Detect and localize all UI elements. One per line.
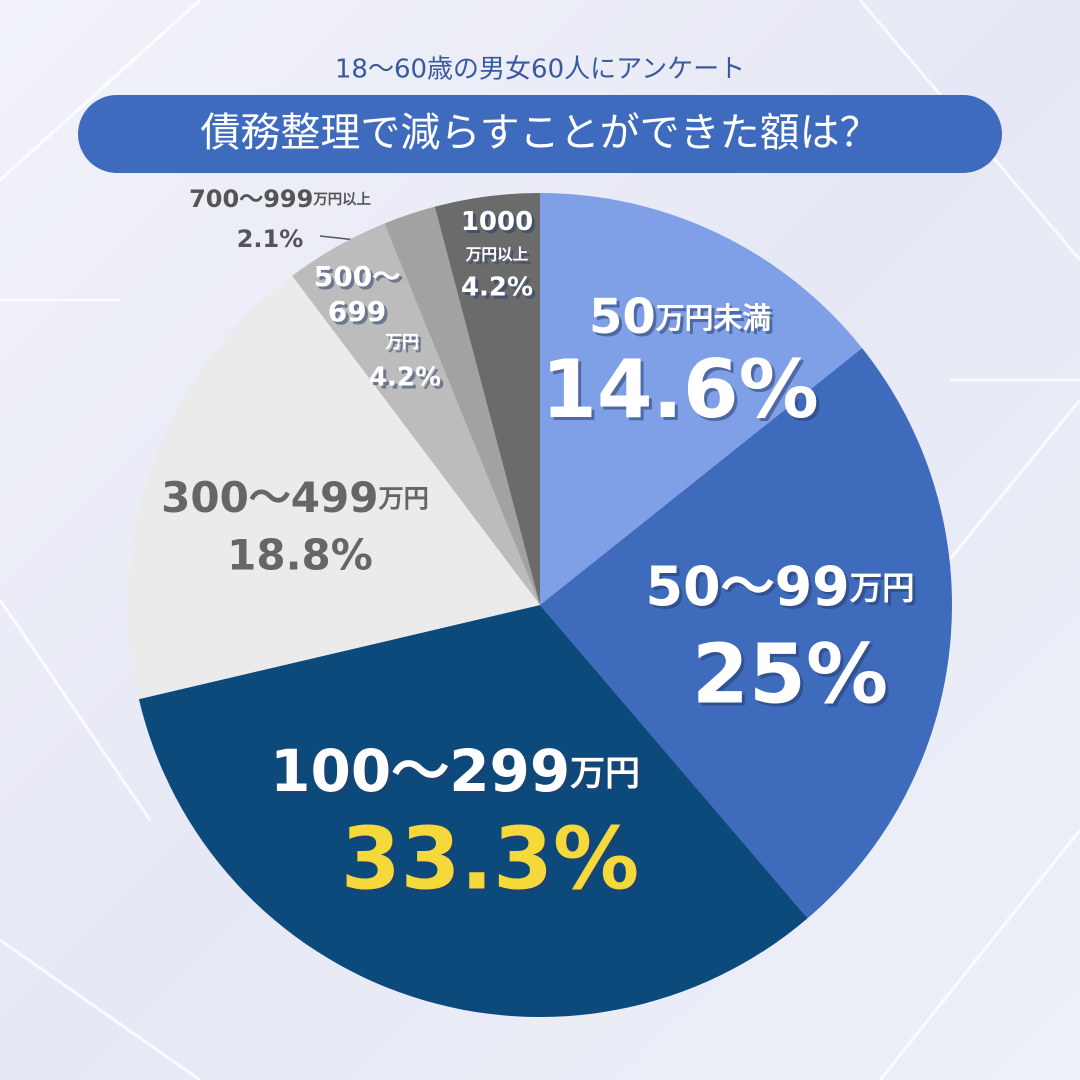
slice-label: 50〜99万円 [645,555,914,618]
chart-subtitle: 18〜60歳の男女60人にアンケート [335,55,745,85]
title-banner [78,95,1002,173]
slice-label: 100〜299万円 [270,737,640,805]
slice-label: 1000 万円以上 [461,207,533,264]
slice-value-label: 4.2% [369,363,441,393]
pie-slice [434,193,540,605]
chart-title: 債務整理で減らすことができた額は？ [200,110,879,156]
pie-slice [128,275,540,700]
slice-value-label: 2.1% [237,225,304,253]
slice-value-label: 18.8% [227,531,373,580]
slice-label: 500〜 699 万円 [314,260,419,351]
pie-slice [292,223,540,606]
pie-slice [384,206,540,606]
pie-slice [540,193,863,605]
slice-label: 50万円未満 [589,289,771,345]
slice-label: 700〜999万円以上 [189,185,371,213]
slice-value-label: 25% [692,627,888,722]
slice-value-label: 4.2% [461,273,533,303]
pie-slice [138,605,808,1017]
slice-value-label: 14.6% [541,343,819,436]
slice-value-label: 33.3% [341,809,639,909]
pie-slice [540,348,952,919]
slice-label: 300〜499万円 [161,473,429,522]
